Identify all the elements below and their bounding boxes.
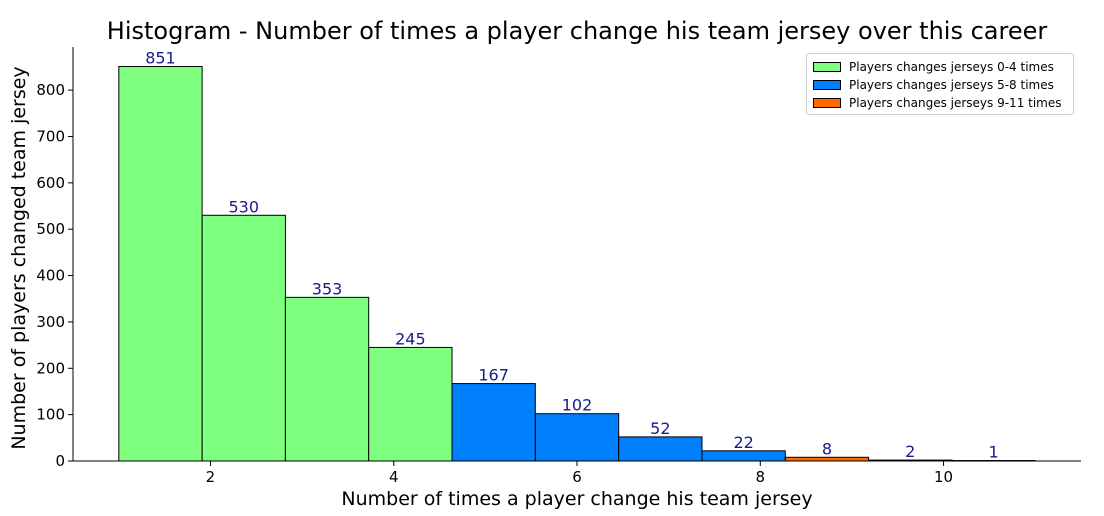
y-tick-label: 800 xyxy=(36,81,65,99)
histogram-bar xyxy=(534,413,620,462)
chart-title: Histogram - Number of times a player cha… xyxy=(107,17,1048,45)
y-tick-label: 700 xyxy=(36,127,65,145)
y-tick-label: 600 xyxy=(36,174,65,192)
x-tick-label: 6 xyxy=(572,468,582,486)
legend-swatch xyxy=(813,98,841,108)
histogram-bar xyxy=(201,214,286,462)
y-tick-label: 500 xyxy=(36,220,65,238)
bars-layer xyxy=(118,65,1036,462)
bar-value-label: 1 xyxy=(988,443,998,462)
y-tick-label: 100 xyxy=(36,406,65,424)
x-tick-label: 2 xyxy=(206,468,216,486)
bar-value-label: 52 xyxy=(650,419,670,438)
y-tick-label: 0 xyxy=(55,452,65,470)
axes-layer: 0 100 200 300 400 500 600 700 800 2 4 6 8 10 xyxy=(36,47,1081,486)
bar-value-label: 353 xyxy=(312,279,343,298)
legend-swatch xyxy=(813,62,841,72)
legend-label: Players changes jerseys 0-4 times xyxy=(849,60,1054,74)
bar-value-label: 167 xyxy=(478,366,509,385)
histogram-bar xyxy=(284,296,370,462)
bar-value-label: 22 xyxy=(733,433,753,452)
histogram-bar xyxy=(118,65,203,462)
x-tick-label: 8 xyxy=(755,468,765,486)
data-labels-layer: 851 530 353 245 167 102 52 22 8 2 1 xyxy=(145,48,998,461)
histogram-bar xyxy=(618,436,703,462)
legend: Players changes jerseys 0-4 times Players… xyxy=(806,53,1074,115)
x-axis-label: Number of times a player change his team… xyxy=(341,488,812,510)
y-tick-label: 300 xyxy=(36,313,65,331)
legend-entry: Players changes jerseys 0-4 times xyxy=(813,58,1067,76)
bar-value-label: 245 xyxy=(395,329,426,348)
bar-value-label: 851 xyxy=(145,48,176,67)
bar-value-label: 8 xyxy=(822,439,832,458)
bar-value-label: 530 xyxy=(228,197,259,216)
legend-swatch xyxy=(813,80,841,90)
legend-label: Players changes jerseys 5-8 times xyxy=(849,78,1054,92)
bar-value-label: 102 xyxy=(562,396,593,415)
histogram-bar xyxy=(451,383,536,462)
y-tick-label: 400 xyxy=(36,267,65,285)
bar-value-label: 2 xyxy=(905,442,915,461)
histogram-bar xyxy=(701,450,786,462)
histogram-bar xyxy=(368,346,453,462)
legend-entry: Players changes jerseys 9-11 times xyxy=(813,94,1067,112)
y-tick-label: 200 xyxy=(36,359,65,377)
legend-label: Players changes jerseys 9-11 times xyxy=(849,96,1062,110)
x-tick-label: 4 xyxy=(389,468,399,486)
y-axis-label: Number of players changed team jersey xyxy=(8,66,30,449)
legend-entry: Players changes jerseys 5-8 times xyxy=(813,76,1067,94)
x-tick-label: 10 xyxy=(934,468,953,486)
